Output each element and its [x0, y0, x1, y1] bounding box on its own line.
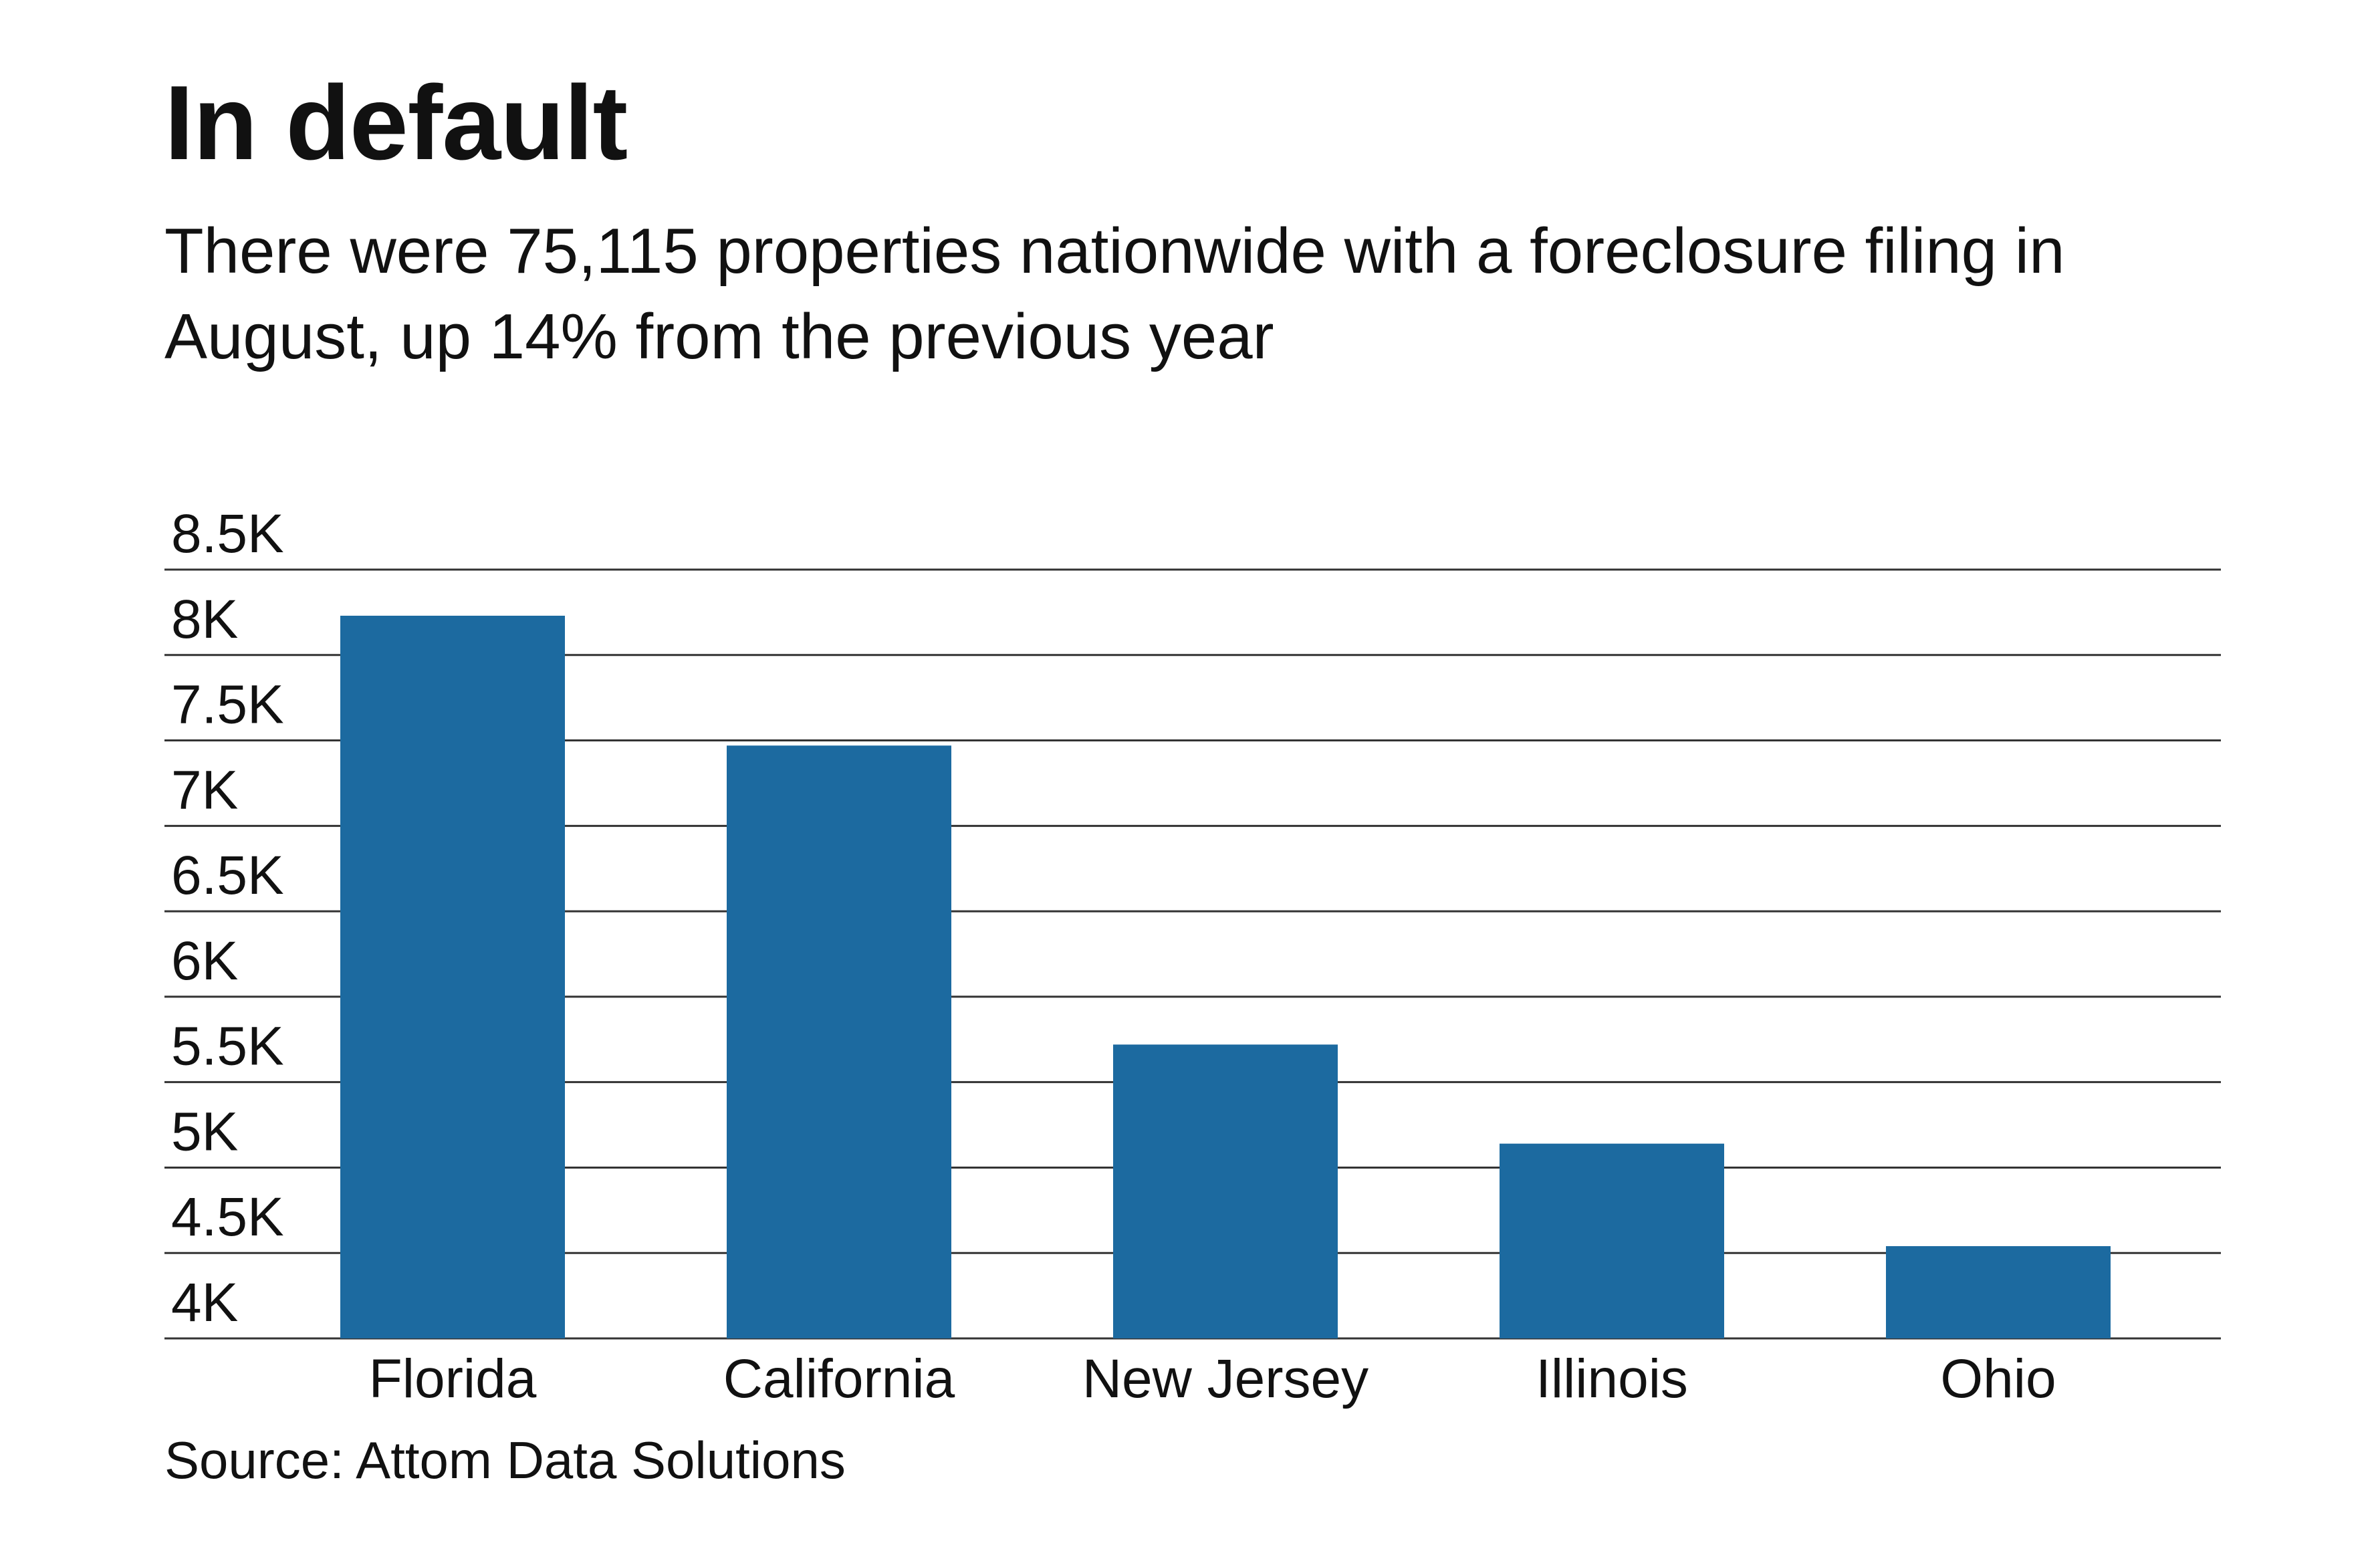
- chart-title: In default: [164, 64, 628, 182]
- bar-new-jersey: [1113, 1044, 1338, 1338]
- y-axis-tick-labels: 4K 4.5K 5K 5.5K 6K 6.5K 7K 7.5K 8K 8.5K: [171, 503, 284, 1333]
- y-tick-label: 7K: [171, 759, 238, 820]
- x-category-label: Florida: [369, 1348, 537, 1409]
- bar-california: [727, 745, 951, 1338]
- bar-ohio: [1886, 1246, 2111, 1338]
- y-tick-label: 8.5K: [171, 503, 284, 564]
- x-category-label: New Jersey: [1082, 1348, 1368, 1409]
- y-tick-label: 5K: [171, 1101, 238, 1162]
- y-tick-label: 7.5K: [171, 675, 284, 735]
- chart-subtitle: There were 75,115 properties nationwide …: [164, 215, 2065, 372]
- y-tick-label: 5.5K: [171, 1016, 284, 1077]
- x-category-label: Ohio: [1940, 1348, 2056, 1409]
- y-tick-label: 6K: [171, 931, 238, 991]
- bar-illinois: [1500, 1143, 1724, 1338]
- y-tick-label: 8K: [171, 589, 238, 650]
- y-tick-label: 6.5K: [171, 845, 284, 906]
- x-category-label: California: [723, 1348, 955, 1409]
- x-axis-category-labels: Florida California New Jersey Illinois Ohio: [369, 1348, 2056, 1409]
- x-category-label: Illinois: [1536, 1348, 1688, 1409]
- y-tick-label: 4.5K: [171, 1187, 284, 1247]
- y-tick-label: 4K: [171, 1272, 238, 1333]
- source-note: Source: Attom Data Solutions: [164, 1431, 846, 1489]
- bars: [340, 616, 2111, 1338]
- bar-florida: [340, 616, 565, 1338]
